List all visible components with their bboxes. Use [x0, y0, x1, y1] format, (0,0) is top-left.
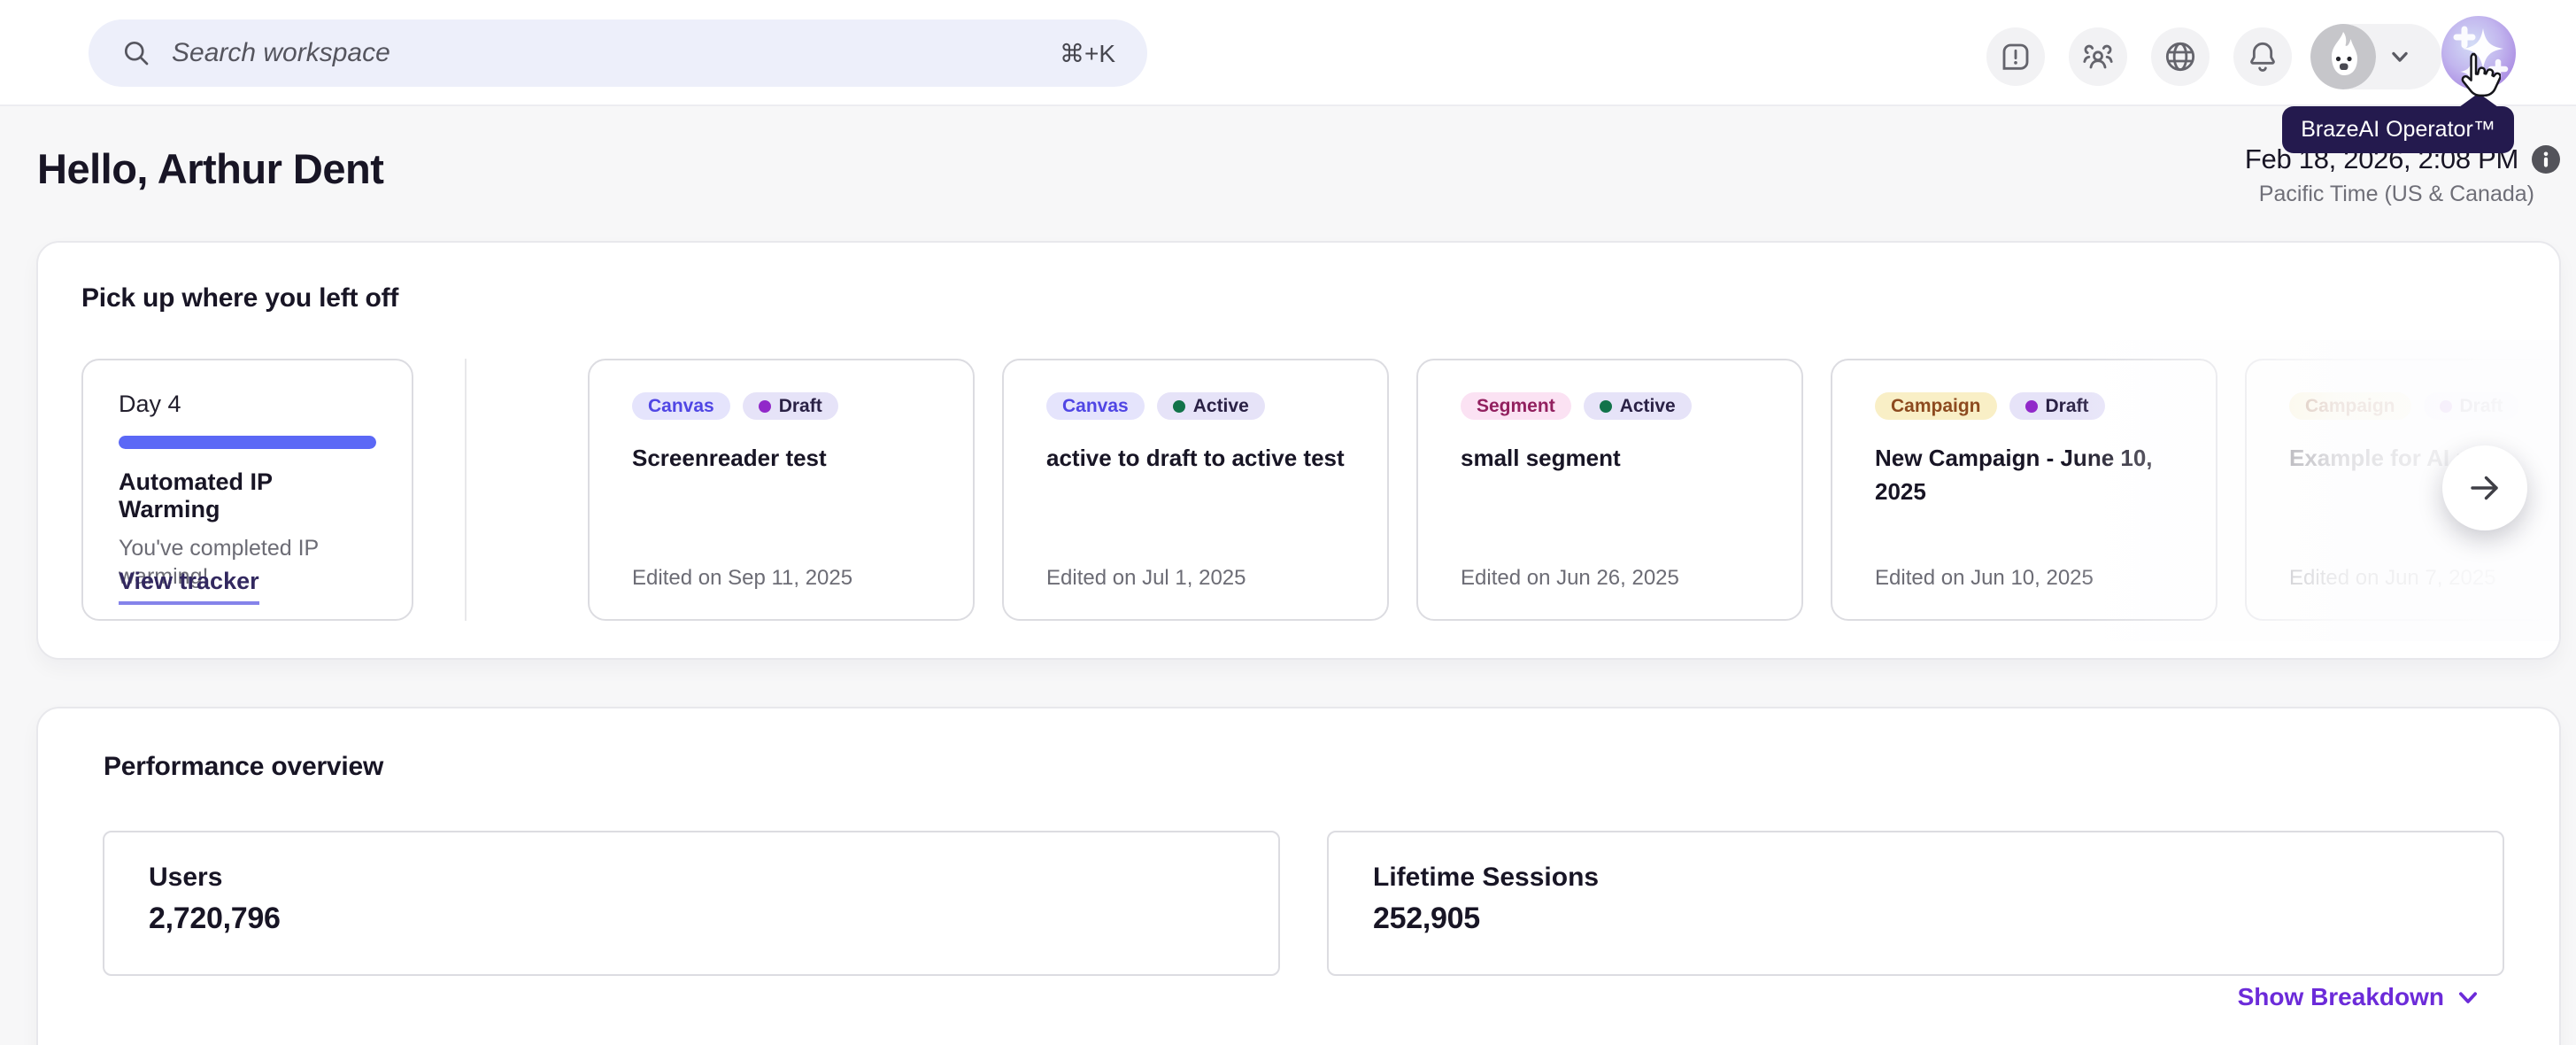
feedback-icon	[2002, 43, 2029, 70]
pickup-cards-row: Canvas Draft Screenreader test Edited on…	[588, 359, 2559, 621]
pickup-panel: Pick up where you left off Day 4 Automat…	[36, 241, 2561, 660]
search-icon	[124, 41, 149, 66]
bell-icon	[2250, 42, 2275, 72]
timezone-label: Pacific Time (US & Canada)	[2258, 182, 2534, 206]
status-badge-label: Draft	[2459, 395, 2503, 416]
people-icon	[2083, 44, 2113, 69]
status-badge-label: Draft	[778, 395, 822, 416]
card-edited-label: Edited on Jul 1, 2025	[1046, 566, 1246, 590]
status-badge-label: Draft	[2045, 395, 2089, 416]
avatar-flame-mascot	[2310, 24, 2376, 89]
brazeai-tooltip-label: BrazeAI Operator™	[2301, 117, 2495, 142]
mouse-cursor-pointer	[2461, 52, 2501, 97]
status-badge: Draft	[2009, 392, 2105, 420]
search-input[interactable]: Search workspace ⌘+K	[89, 19, 1147, 87]
pickup-card[interactable]: Canvas Draft Screenreader test Edited on…	[588, 359, 975, 621]
info-icon[interactable]	[2531, 144, 2561, 174]
type-badge: Canvas	[1046, 392, 1145, 420]
search-placeholder: Search workspace	[172, 38, 390, 67]
globe-button[interactable]	[2151, 27, 2210, 86]
status-dot-icon	[758, 399, 771, 413]
badge-row: Canvas Draft	[632, 392, 930, 420]
view-tracker-link[interactable]: View tracker	[119, 568, 259, 605]
card-title: small segment	[1461, 445, 1621, 471]
type-badge: Canvas	[632, 392, 730, 420]
people-button[interactable]	[2069, 27, 2127, 86]
progress-fill	[119, 436, 376, 449]
badge-row: Campaign Draft	[2289, 392, 2559, 420]
stat-card-lifetime-sessions: Lifetime Sessions 252,905	[1327, 831, 2504, 976]
notifications-button[interactable]	[2233, 27, 2292, 86]
pickup-card[interactable]: Canvas Active active to draft to active …	[1002, 359, 1389, 621]
pickup-title: Pick up where you left off	[81, 283, 399, 313]
card-title: active to draft to active test	[1046, 445, 1345, 471]
status-badge: Active	[1583, 392, 1692, 420]
topbar-actions	[1986, 24, 2441, 89]
page-greeting: Hello, Arthur Dent	[37, 145, 384, 192]
card-edited-label: Edited on Sep 11, 2025	[632, 566, 853, 590]
card-edited-label: Edited on Jun 10, 2025	[1875, 566, 2094, 590]
search-shortcut: ⌘+K	[1059, 39, 1115, 67]
stat-label: Users	[149, 863, 223, 892]
status-badge: Draft	[2423, 392, 2519, 420]
stat-label: Lifetime Sessions	[1373, 863, 1600, 892]
stat-value: 252,905	[1373, 902, 1480, 935]
arrow-right-icon	[2471, 476, 2498, 500]
carousel-next-button[interactable]	[2442, 445, 2527, 530]
type-badge: Segment	[1461, 392, 1571, 420]
status-dot-icon	[1599, 399, 1612, 413]
progress-bar	[119, 436, 376, 449]
status-badge-label: Active	[1192, 395, 1249, 416]
chevron-down-icon	[2392, 51, 2408, 62]
tracker-title: Automated IP Warming	[119, 468, 273, 522]
stat-card-users: Users 2,720,796	[103, 831, 1280, 976]
status-dot-icon	[1172, 399, 1185, 413]
brazeai-tooltip: BrazeAI Operator™	[2282, 93, 2514, 153]
topbar: Search workspace ⌘+K	[0, 0, 2576, 106]
tracker-description: You've completed IP warming!	[119, 536, 319, 589]
globe-icon	[2165, 42, 2195, 72]
status-dot-icon	[2025, 399, 2038, 413]
card-edited-label: Edited on Jun 26, 2025	[1461, 566, 1679, 590]
status-badge: Draft	[742, 392, 838, 420]
show-breakdown-link[interactable]: Show Breakdown	[2238, 983, 2481, 1011]
badge-row: Canvas Active	[1046, 392, 1345, 420]
type-badge: Campaign	[1875, 392, 1997, 420]
show-breakdown-label: Show Breakdown	[2237, 983, 2444, 1010]
pickup-card[interactable]: Segment Active small segment Edited on J…	[1416, 359, 1803, 621]
performance-panel: Performance overview Users 2,720,796 Lif…	[36, 707, 2561, 1045]
card-edited-label: Edited on Jun 7, 2025	[2289, 566, 2496, 590]
chevron-down-icon	[2459, 992, 2477, 1003]
brazeai-operator-button[interactable]	[2441, 16, 2516, 90]
card-title: Screenreader test	[632, 445, 827, 471]
performance-title: Performance overview	[104, 752, 384, 781]
status-dot-icon	[2439, 399, 2452, 413]
vertical-divider	[465, 359, 467, 621]
status-badge: Active	[1156, 392, 1265, 420]
badge-row: Segment Active	[1461, 392, 1759, 420]
status-badge-label: Active	[1619, 395, 1676, 416]
tracker-day-label: Day 4	[119, 391, 181, 417]
badge-row: Campaign Draft	[1875, 392, 2173, 420]
stat-value: 2,720,796	[149, 902, 281, 935]
type-badge: Campaign	[2289, 392, 2411, 420]
card-title: New Campaign - June 10, 2025	[1875, 445, 2153, 505]
ip-warming-tracker-card[interactable]: Day 4 Automated IP Warming You've comple…	[81, 359, 413, 621]
account-menu[interactable]	[2310, 24, 2441, 89]
pickup-card[interactable]: Campaign Draft New Campaign - June 10, 2…	[1831, 359, 2217, 621]
feedback-button[interactable]	[1986, 27, 2045, 86]
